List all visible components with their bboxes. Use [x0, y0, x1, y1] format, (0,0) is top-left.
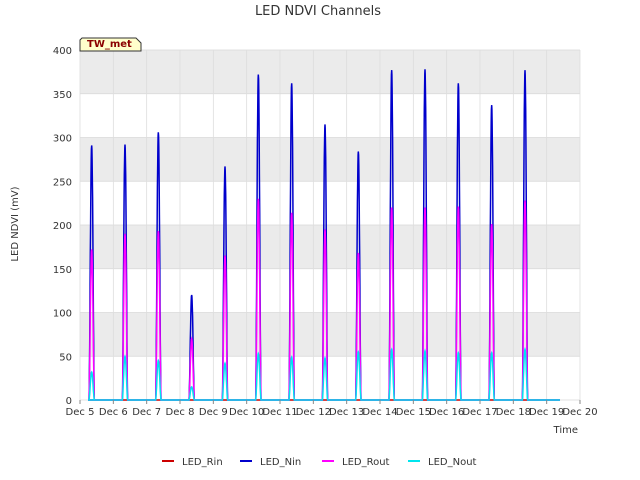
legend: LED_Rin LED_Nin LED_Rout LED_Nout [162, 457, 477, 468]
y-axis-label: LED NDVI (mV) [10, 186, 21, 261]
x-tick-label: Dec 6 [99, 407, 128, 418]
plot-band [80, 312, 580, 357]
x-tick-label: Dec 14 [362, 407, 397, 418]
x-tick-label: Dec 7 [132, 407, 161, 418]
grid-lines [79, 49, 581, 401]
x-axis-label: Time [553, 425, 578, 436]
y-tick-label: 250 [53, 177, 72, 188]
x-tick-label: Dec 11 [262, 407, 297, 418]
x-tick-label: Dec 19 [529, 407, 564, 418]
station-badge: TW_met [79, 37, 142, 52]
x-tick-label: Dec 8 [166, 407, 195, 418]
x-tick-label: Dec 10 [229, 407, 264, 418]
x-tick-label: Dec 13 [329, 407, 364, 418]
legend-label: LED_Rin [182, 457, 223, 468]
y-tick-label: 200 [53, 221, 72, 232]
x-tick-label: Dec 17 [462, 407, 497, 418]
x-tick-label: Dec 9 [199, 407, 228, 418]
legend-label: LED_Nin [260, 457, 301, 468]
x-tick-label: Dec 18 [496, 407, 531, 418]
x-tick-label: Dec 16 [429, 407, 464, 418]
y-tick-label: 400 [53, 46, 72, 57]
x-tick-label: Dec 20 [562, 407, 597, 418]
axes: 0 50 100 150 200 250 300 350 400 Dec 5 Dec 6 Dec 7 D… [53, 46, 598, 418]
series-line-nout [88, 346, 560, 401]
station-badge-text: TW_met [87, 39, 132, 50]
plot-band [80, 50, 580, 94]
legend-label: LED_Nout [428, 457, 477, 468]
y-tick-label: 100 [53, 309, 72, 320]
series-lines [88, 69, 560, 401]
y-tick-label: 300 [53, 134, 72, 145]
x-tick-label: Dec 15 [396, 407, 431, 418]
plot-band [80, 137, 580, 182]
x-tick-label: Dec 5 [66, 407, 95, 418]
chart-title: LED NDVI Channels [255, 4, 381, 19]
x-tick-label: Dec 12 [296, 407, 331, 418]
y-tick-label: 150 [53, 265, 72, 276]
y-tick-label: 350 [53, 90, 72, 101]
legend-label: LED_Rout [342, 457, 390, 468]
y-tick-label: 0 [66, 396, 72, 407]
y-tick-label: 50 [59, 352, 72, 363]
plot-band [80, 225, 580, 269]
